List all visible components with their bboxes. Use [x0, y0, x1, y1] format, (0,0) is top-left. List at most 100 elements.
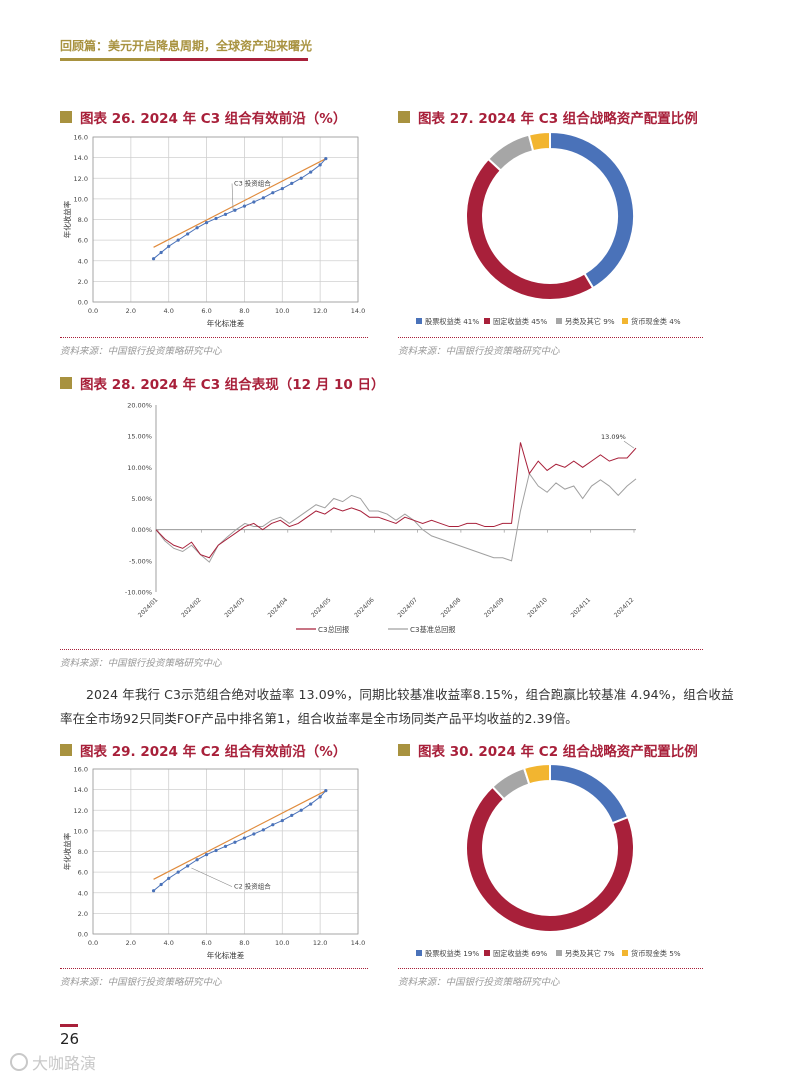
frontier-point	[204, 852, 209, 857]
chart26-heading: 图表 26. 2024 年 C3 组合有效前沿（%）	[60, 107, 346, 127]
frontier-point	[233, 840, 237, 844]
chart29-source: 资料来源：中国银行投资策略研究中心	[60, 977, 222, 988]
x-tick-label: 14.0	[351, 307, 365, 315]
frontier-point	[204, 220, 209, 225]
legend-swatch	[556, 318, 562, 324]
y-tick-label: 10.0	[74, 827, 88, 835]
x-axis-label: 年化标准差	[207, 318, 245, 328]
x-tick-label: 0.0	[88, 307, 98, 315]
page-number-rule	[60, 1024, 78, 1027]
watermark-logo-icon	[10, 1053, 28, 1071]
legend-label: 固定收益类 45%	[493, 317, 547, 326]
heading-marker-icon	[60, 377, 72, 389]
frontier-point	[176, 870, 180, 874]
frontier-point	[290, 181, 294, 186]
x-tick-label: 2024/07	[396, 596, 419, 619]
legend-label: 货币现金类 5%	[631, 949, 681, 958]
chart26-frontier: 0.0 2.0 4.0 6.0 8.0 10.0 12.0 14.0 0.0 2.0 4.0 6.0 8…	[62, 134, 365, 329]
header-rule-red	[160, 58, 308, 61]
portfolio-annotation: C2 投资组合	[234, 882, 271, 891]
y-axis-label: 年化收益率	[62, 832, 72, 870]
x-tick-label: 2024/08	[440, 596, 463, 619]
frontier-point	[214, 216, 218, 221]
legend-label: 股票权益类 41%	[425, 317, 479, 326]
divider	[398, 968, 703, 969]
chart29-frontier: 0.0 2.0 4.0 6.0 8.0 10.0 12.0 14.0 0.0 2.0 4.0 6.0 8…	[62, 766, 365, 961]
page-number: 26	[60, 1030, 80, 1048]
x-tick-label: 4.0	[164, 939, 174, 947]
y-tick-label: 2.0	[78, 910, 88, 918]
frontier-line	[153, 790, 327, 892]
frontier-point	[324, 157, 328, 161]
frontier-point	[223, 844, 228, 848]
y-tick-label: 6.0	[78, 237, 88, 245]
donut-slice	[465, 157, 595, 301]
legend-label: C3基准总回报	[410, 625, 456, 634]
y-tick-label: 2.0	[78, 278, 88, 286]
y-tick-label: 20.00%	[127, 402, 152, 410]
frontier-point	[214, 848, 218, 853]
chart30-source: 资料来源：中国银行投资策略研究中心	[398, 977, 560, 988]
frontier-point	[309, 170, 313, 174]
heading-marker-icon	[398, 744, 410, 756]
x-axis-label: 年化标准差	[207, 950, 245, 960]
y-tick-label: 4.0	[78, 889, 88, 897]
donut-slice	[527, 130, 551, 153]
frontier-point	[223, 212, 228, 216]
y-tick-label: 10.0	[74, 195, 88, 203]
x-tick-label: 2024/01	[137, 596, 160, 619]
x-tick-label: 4.0	[164, 307, 174, 315]
frontier-point	[151, 889, 156, 893]
portfolio-annotation: C3 投资组合	[234, 178, 271, 187]
donut-slice	[486, 133, 535, 172]
frontier-point	[261, 196, 265, 200]
annotation-leader	[191, 867, 233, 887]
y-tick-label: 15.00%	[127, 433, 152, 441]
frontier-point	[261, 828, 265, 832]
legend-swatch	[622, 318, 628, 324]
donut-slice	[522, 762, 551, 786]
x-tick-label: 8.0	[239, 939, 249, 947]
chart30-donut: 股票权益类 19% 固定收益类 69% 另类及其它 7% 货币现金类 5%	[416, 762, 681, 958]
frontier-point	[159, 882, 163, 887]
x-tick-label: 6.0	[201, 939, 211, 947]
frontier-point	[318, 163, 322, 167]
annotation-leader	[231, 183, 234, 211]
frontier-point	[318, 795, 322, 799]
plot-frame	[92, 136, 359, 303]
x-tick-label: 10.0	[275, 307, 289, 315]
y-tick-label: 14.0	[74, 786, 88, 794]
y-tick-label: 0.0	[78, 299, 88, 307]
x-tick-label: 2024/09	[483, 596, 506, 619]
legend-label: 另类及其它 7%	[565, 949, 615, 958]
chart27-heading: 图表 27. 2024 年 C3 组合战略资产配置比例	[398, 107, 698, 127]
donut-slice	[549, 762, 630, 825]
chart29-heading: 图表 29. 2024 年 C2 组合有效前沿（%）	[60, 740, 346, 760]
x-tick-label: 8.0	[239, 307, 249, 315]
frontier-point	[252, 832, 256, 836]
x-tick-label: 2024/05	[310, 596, 333, 619]
frontier-point	[280, 186, 284, 191]
y-tick-label: 16.0	[74, 134, 88, 142]
frontier-point	[242, 836, 247, 840]
frontier-point	[176, 238, 180, 242]
legend-swatch	[556, 950, 562, 956]
x-tick-label: 6.0	[201, 307, 211, 315]
frontier-point	[195, 226, 199, 230]
legend-label: C3总回报	[318, 625, 349, 634]
y-tick-label: 0.00%	[131, 526, 152, 534]
frontier-point	[167, 876, 171, 880]
heading-marker-icon	[398, 111, 410, 123]
frontier-point	[151, 257, 156, 261]
y-tick-label: 6.0	[78, 869, 88, 877]
x-tick-label: 12.0	[313, 307, 327, 315]
x-tick-label: 2024/04	[267, 596, 290, 619]
series-line-portfolio	[155, 442, 637, 559]
frontier-point	[324, 789, 328, 793]
legend-swatch	[484, 318, 490, 324]
chart28-source: 资料来源：中国银行投资策略研究中心	[60, 658, 222, 669]
donut-slice	[549, 130, 635, 290]
x-tick-label: 12.0	[313, 939, 327, 947]
chart28-heading: 图表 28. 2024 年 C3 组合表现（12 月 10 日）	[60, 373, 384, 393]
series-line-benchmark	[155, 472, 637, 563]
